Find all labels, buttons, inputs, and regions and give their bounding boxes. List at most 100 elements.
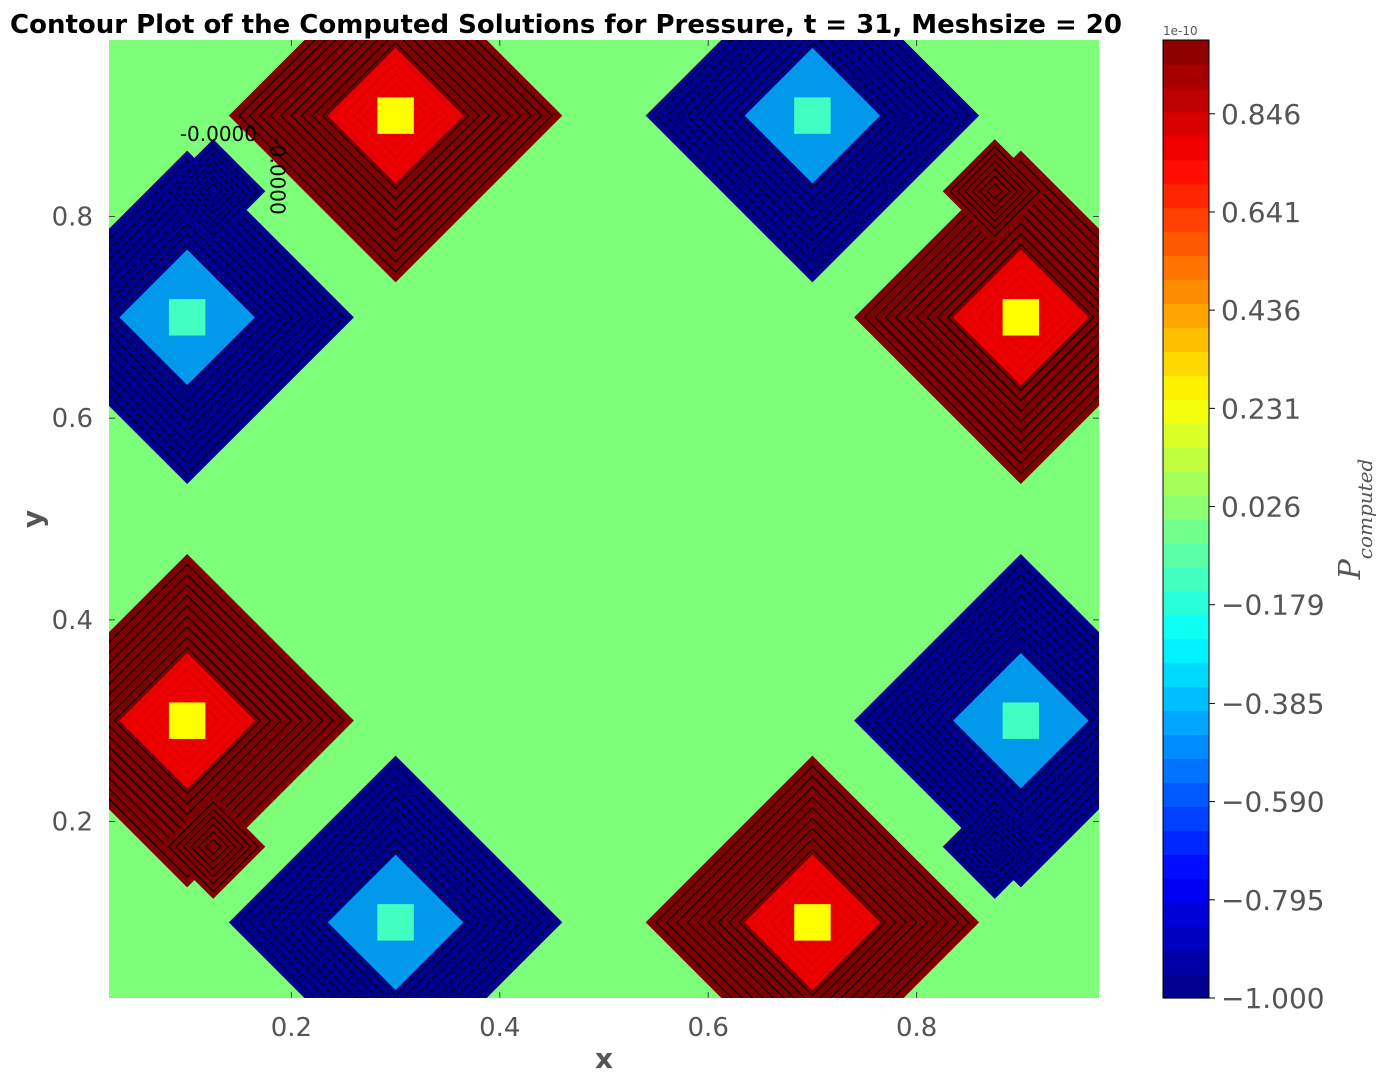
contour-line xyxy=(321,41,470,190)
colorbar-tick-label: −0.590 xyxy=(1221,786,1325,819)
satellite-region xyxy=(942,139,1047,244)
contour-line xyxy=(109,212,293,423)
x-axis: 0.2 0.4 0.6 0.8 xyxy=(271,40,937,1043)
y-axis: 0.2 0.4 0.6 0.8 xyxy=(52,202,1099,838)
colorbar-band xyxy=(1163,686,1209,712)
contour-line xyxy=(109,233,272,402)
colorbar-band xyxy=(1163,87,1209,113)
contour-line xyxy=(936,233,1099,402)
peak-core xyxy=(168,299,206,336)
colorbar-band xyxy=(1163,183,1209,209)
colorbar-tick-label: −0.179 xyxy=(1221,589,1325,622)
contour-line xyxy=(949,801,1041,893)
contour-line xyxy=(197,831,229,863)
contour-line xyxy=(109,563,345,878)
contour-line xyxy=(964,160,1026,222)
colorbar-band xyxy=(1163,758,1209,784)
contour-line xyxy=(905,201,1099,433)
contour-line xyxy=(717,40,908,211)
contour-line xyxy=(259,786,532,998)
contour-feature-max xyxy=(109,553,354,888)
contour-line xyxy=(204,183,222,200)
y-tick-label: 0.2 xyxy=(52,808,93,838)
contour-line xyxy=(926,626,1099,816)
contour-line xyxy=(728,40,897,200)
contour-line xyxy=(979,175,1011,207)
contour-line xyxy=(936,636,1099,805)
contour-line xyxy=(971,168,1018,215)
colorbar-band xyxy=(1163,399,1209,424)
contour-line xyxy=(707,817,918,998)
y-tick-label: 0.6 xyxy=(52,404,93,434)
contour-line xyxy=(290,40,501,221)
colorbar-band xyxy=(1163,662,1209,688)
contour-line xyxy=(109,222,282,412)
contour-line xyxy=(655,765,970,998)
x-tick-label: 0.4 xyxy=(479,1013,520,1043)
contour-line xyxy=(738,41,887,190)
colorbar-band xyxy=(1163,519,1209,544)
contour-line xyxy=(248,40,543,263)
contour-line xyxy=(109,180,324,454)
colorbar-band xyxy=(1163,566,1209,592)
contour-line xyxy=(915,615,1099,826)
colorbar-tick-label: 0.436 xyxy=(1221,294,1301,327)
contour-line xyxy=(280,40,512,232)
colorbar-band xyxy=(1163,279,1209,305)
colorbar-band xyxy=(1163,542,1209,568)
colorbar: −1.000 −0.795 −0.590 −0.385 −0.179 0.026 0.231… xyxy=(1162,24,1377,1015)
contour-line xyxy=(238,40,553,273)
colorbar-label-sub: computed xyxy=(1353,459,1377,560)
colorbar-band xyxy=(1163,854,1209,879)
contour-line xyxy=(167,145,259,237)
peak-core xyxy=(377,97,414,134)
contour-line xyxy=(874,573,1099,868)
colorbar-band xyxy=(1163,734,1209,760)
contour-line xyxy=(109,201,303,433)
colorbar-tick-label: −0.795 xyxy=(1221,884,1325,917)
contour-line xyxy=(986,183,1004,200)
peak-core xyxy=(794,97,831,134)
contour-line xyxy=(311,40,480,200)
contour-feature-min xyxy=(645,40,980,283)
contour-line xyxy=(109,191,314,444)
contour-line xyxy=(182,816,244,878)
contour-feature-satmin xyxy=(161,139,266,244)
colorbar-band xyxy=(1163,111,1209,137)
contour-line xyxy=(738,848,887,997)
contour-line xyxy=(686,796,939,998)
contour-line xyxy=(696,40,928,232)
colorbar-band xyxy=(1163,878,1209,903)
colorbar-band xyxy=(1163,830,1209,855)
colorbar-band xyxy=(1163,710,1209,736)
colorbar-band xyxy=(1163,135,1209,161)
contour-line xyxy=(686,40,939,242)
contour-line xyxy=(956,808,1033,885)
contour-feature-max xyxy=(228,40,563,283)
contour-line xyxy=(665,775,960,998)
colorbar-band xyxy=(1163,950,1209,975)
contour-line xyxy=(269,40,522,242)
colorbar-tick-label: 0.026 xyxy=(1221,491,1301,524)
contour-feature-satmax xyxy=(161,794,266,899)
chart-title: Contour Plot of the Computed Solutions f… xyxy=(10,10,1122,40)
contour-label: -0.0000 xyxy=(266,138,290,215)
peak-core xyxy=(377,904,414,941)
colorbar-band xyxy=(1163,806,1209,831)
peak-core xyxy=(168,702,206,739)
colorbar-band xyxy=(1163,974,1209,999)
colorbar-band xyxy=(1163,231,1209,257)
plot-area xyxy=(109,40,1099,998)
colorbar-tick-label: 0.641 xyxy=(1221,196,1301,229)
contour-line xyxy=(259,40,532,252)
contour-line xyxy=(109,626,282,816)
colorbar-band xyxy=(1163,447,1209,472)
contour-line xyxy=(167,801,259,893)
contour-line xyxy=(956,153,1033,230)
contour-line xyxy=(113,243,261,392)
colorbar-band xyxy=(1163,782,1209,807)
contour-line xyxy=(190,168,237,215)
contour-feature-max xyxy=(645,755,980,998)
contour-line xyxy=(248,775,543,998)
contour-features xyxy=(109,40,1099,998)
